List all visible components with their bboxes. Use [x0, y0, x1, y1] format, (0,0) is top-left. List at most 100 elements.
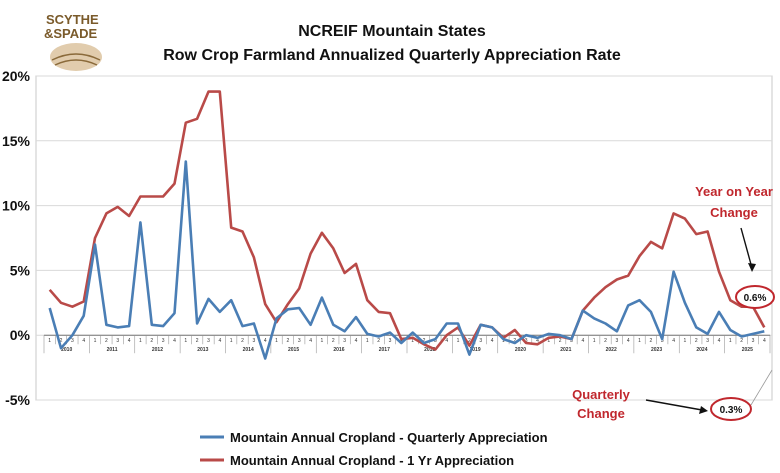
logo-text-line1: SCYTHE [46, 12, 99, 27]
year-label: 2014 [243, 347, 254, 353]
year-label: 2016 [333, 347, 344, 353]
quarter-label: 3 [343, 338, 346, 344]
quarter-label: 1 [139, 338, 142, 344]
quarter-label: 2 [604, 338, 607, 344]
year-label: 2011 [107, 347, 118, 353]
year-label: 2025 [742, 347, 753, 353]
quarter-label: 4 [763, 338, 766, 344]
year-label: 2015 [288, 347, 299, 353]
yoy-label-line2: Change [710, 205, 758, 220]
yoy-value-circle [735, 285, 775, 309]
quarter-label: 2 [513, 338, 516, 344]
y-tick-label: -5% [5, 392, 30, 408]
year-label: 2017 [379, 347, 390, 353]
quarterly-annotation: Quarterly Change 0.3% [572, 369, 773, 421]
legend: Mountain Annual Cropland - Quarterly App… [200, 430, 548, 468]
yoy-arrow-icon [740, 227, 753, 269]
quarter-label: 2 [650, 338, 653, 344]
quarter-label: 2 [287, 338, 290, 344]
quarter-label: 2 [559, 338, 562, 344]
quarter-label: 4 [128, 338, 131, 344]
quarter-label: 3 [752, 338, 755, 344]
quarter-label: 2 [468, 338, 471, 344]
y-axis-tick-labels: -5% 0% 5% 10% 15% 20% [2, 68, 31, 408]
chart-title: NCREIF Mountain States [298, 23, 486, 40]
quarter-label: 1 [684, 338, 687, 344]
yoy-annotation: Year on Year Change 0.6% [695, 184, 775, 309]
quarterly-arrowhead-icon [699, 406, 708, 414]
quarter-label: 1 [593, 338, 596, 344]
legend-label-quarterly: Mountain Annual Cropland - Quarterly App… [230, 430, 548, 445]
quarter-label: 1 [321, 338, 324, 344]
quarter-label: 1 [230, 338, 233, 344]
quarter-label: 4 [264, 338, 267, 344]
quarterly-label-line2: Change [577, 406, 625, 421]
quarter-label: 3 [615, 338, 618, 344]
year-label: 2021 [560, 347, 571, 353]
quarterly-value-circle [710, 397, 752, 421]
quarter-label: 1 [457, 338, 460, 344]
y-tick-label: 0% [10, 327, 31, 343]
quarter-label: 4 [309, 338, 312, 344]
quarter-label: 1 [94, 338, 97, 344]
quarter-label: 4 [718, 338, 721, 344]
quarter-label: 3 [298, 338, 301, 344]
quarter-label: 4 [581, 338, 584, 344]
year-label: 2013 [197, 347, 208, 353]
quarter-label: 4 [445, 338, 448, 344]
quarter-label: 2 [332, 338, 335, 344]
quarter-label: 1 [502, 338, 505, 344]
logo-furrow-icon [54, 59, 98, 66]
quarter-label: 1 [729, 338, 732, 344]
quarter-label: 3 [570, 338, 573, 344]
quarter-label: 3 [434, 338, 437, 344]
quarter-label: 1 [411, 338, 414, 344]
quarter-label: 2 [241, 338, 244, 344]
legend-label-annual: Mountain Annual Cropland - 1 Yr Apprecia… [230, 453, 514, 468]
yoy-arrowhead-icon [748, 263, 756, 272]
logo-furrow-icon [51, 53, 101, 61]
y-tick-label: 10% [2, 198, 31, 214]
quarter-label: 2 [150, 338, 153, 344]
quarterly-label-line1: Quarterly [572, 387, 631, 402]
quarter-label: 1 [184, 338, 187, 344]
chart-subtitle: Row Crop Farmland Annualized Quarterly A… [163, 47, 621, 64]
quarter-label: 4 [627, 338, 630, 344]
quarter-label: 3 [162, 338, 165, 344]
quarter-label: 1 [547, 338, 550, 344]
y-tick-label: 20% [2, 68, 31, 84]
year-label: 2023 [651, 347, 662, 353]
quarter-label: 4 [355, 338, 358, 344]
quarter-label: 3 [116, 338, 119, 344]
year-label: 2020 [515, 347, 526, 353]
quarter-label: 3 [71, 338, 74, 344]
year-label: 2012 [152, 347, 163, 353]
quarter-label: 1 [275, 338, 278, 344]
yoy-label-line1: Year on Year [695, 184, 773, 199]
quarter-label: 3 [706, 338, 709, 344]
quarter-label: 4 [536, 338, 539, 344]
year-label: 2024 [696, 347, 707, 353]
quarter-label: 4 [173, 338, 176, 344]
quarter-label: 1 [48, 338, 51, 344]
quarter-label: 3 [207, 338, 210, 344]
quarter-label: 4 [491, 338, 494, 344]
y-tick-label: 5% [10, 262, 31, 278]
year-label: 2022 [606, 347, 617, 353]
y-tick-label: 15% [2, 133, 31, 149]
yoy-value: 0.6% [744, 293, 767, 304]
quarter-label: 3 [661, 338, 664, 344]
quarterly-arrow-icon [645, 399, 703, 411]
quarter-label: 2 [423, 338, 426, 344]
quarter-label: 4 [672, 338, 675, 344]
year-label: 2018 [424, 347, 435, 353]
quarter-label: 2 [105, 338, 108, 344]
quarter-label: 2 [60, 338, 63, 344]
scythe-spade-logo: SCYTHE &SPADE [44, 12, 102, 71]
annual-appreciation-line [48, 90, 766, 351]
quarterly-appreciation-line [48, 160, 765, 360]
quarter-label: 4 [218, 338, 221, 344]
quarter-label: 3 [389, 338, 392, 344]
quarter-label: 2 [196, 338, 199, 344]
